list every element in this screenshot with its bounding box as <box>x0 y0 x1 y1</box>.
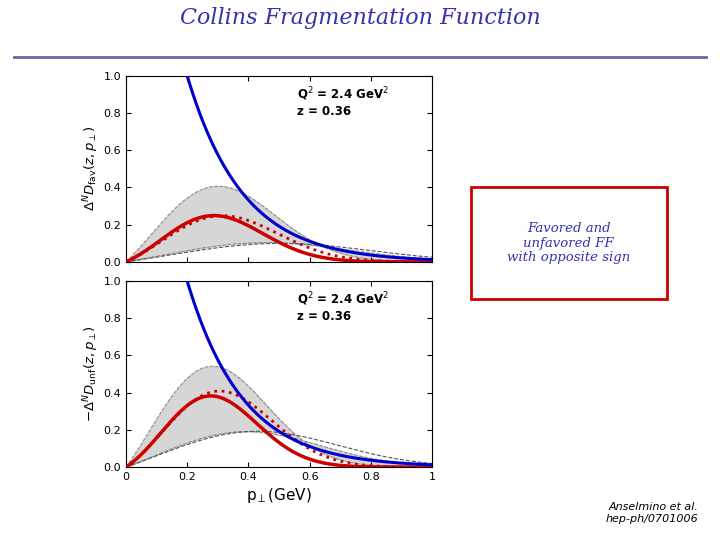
Y-axis label: $-\Delta^N D_{\mathrm{unf}}(z, p_\perp)$: $-\Delta^N D_{\mathrm{unf}}(z, p_\perp)$ <box>81 326 101 422</box>
Y-axis label: $\Delta^N D_{\mathrm{fav}}(z, p_\perp)$: $\Delta^N D_{\mathrm{fav}}(z, p_\perp)$ <box>81 126 101 211</box>
X-axis label: p$_{\perp}$(GeV): p$_{\perp}$(GeV) <box>246 486 312 505</box>
Text: Q$^2$ = 2.4 GeV$^2$
z = 0.36: Q$^2$ = 2.4 GeV$^2$ z = 0.36 <box>297 290 390 323</box>
FancyBboxPatch shape <box>471 187 667 299</box>
Text: Anselmino et al.
hep-ph/0701006: Anselmino et al. hep-ph/0701006 <box>606 502 698 524</box>
Text: Collins Fragmentation Function: Collins Fragmentation Function <box>179 7 541 29</box>
Text: Favored and
unfavored FF
with opposite sign: Favored and unfavored FF with opposite s… <box>507 221 631 265</box>
Text: Q$^2$ = 2.4 GeV$^2$
z = 0.36: Q$^2$ = 2.4 GeV$^2$ z = 0.36 <box>297 85 390 118</box>
